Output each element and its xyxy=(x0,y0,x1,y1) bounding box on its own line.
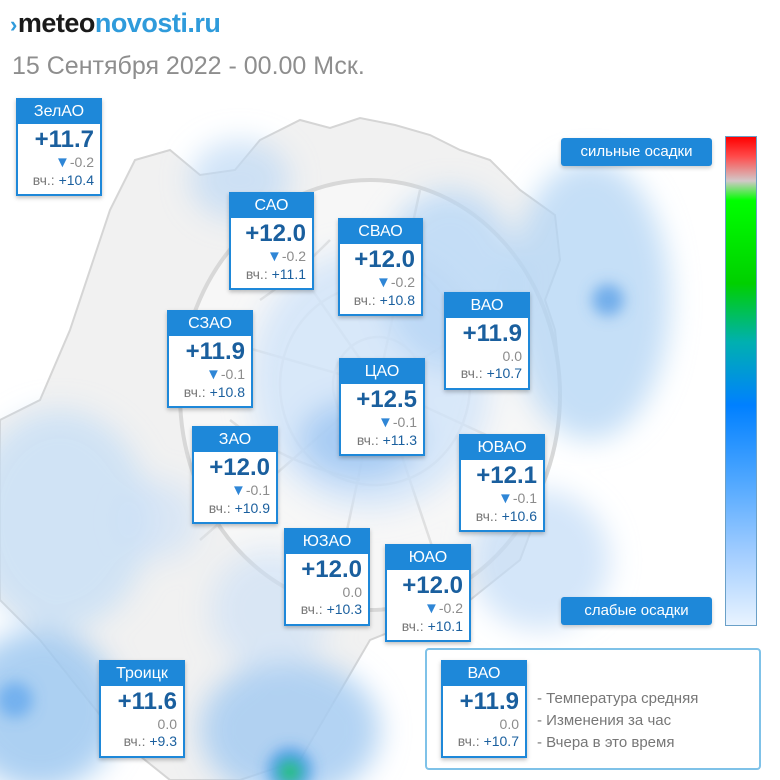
precipitation-scale-bar xyxy=(725,136,757,626)
district-card-yuzao[interactable]: ЮЗАО +12.0 0.0 вч.: +10.3 xyxy=(284,528,370,626)
yesterday-label: вч.: xyxy=(208,500,231,516)
district-yesterday: +11.1 xyxy=(271,266,306,282)
district-change: 0.0 xyxy=(502,348,522,364)
district-card-szao[interactable]: СЗАО +11.9 ▼-0.1 вч.: +10.8 xyxy=(167,310,253,408)
district-yesterday: +10.7 xyxy=(486,365,522,381)
district-card-zelao[interactable]: ЗелАО +11.7 ▼-0.2 вч.: +10.4 xyxy=(16,98,102,196)
trend-down-icon: ▼ xyxy=(206,366,221,383)
district-temp: +11.9 xyxy=(185,338,245,365)
yesterday-label: вч.: xyxy=(460,365,483,381)
district-temp: +12.5 xyxy=(356,386,417,413)
district-card-tsao[interactable]: ЦАО +12.5 ▼-0.1 вч.: +11.3 xyxy=(339,358,425,456)
district-change: -0.2 xyxy=(390,274,415,290)
strong-precipitation-label: сильные осадки xyxy=(561,138,712,166)
yesterday-label: вч.: xyxy=(457,733,480,749)
district-yesterday: +10.3 xyxy=(326,601,362,617)
district-yesterday: +10.9 xyxy=(234,500,270,516)
trend-down-icon: ▼ xyxy=(378,414,393,431)
district-card-troitsk[interactable]: Троицк +11.6 0.0 вч.: +9.3 xyxy=(99,660,185,758)
legend-sample-name: ВАО xyxy=(443,662,525,686)
district-name: СЗАО xyxy=(169,312,251,336)
district-card-svao[interactable]: СВАО +12.0 ▼-0.2 вч.: +10.8 xyxy=(338,218,423,316)
legend-sample-yesterday: +10.7 xyxy=(483,733,519,749)
district-temp: +12.1 xyxy=(476,462,537,489)
district-yesterday: +10.1 xyxy=(427,618,463,634)
trend-down-icon: ▼ xyxy=(55,154,70,171)
district-card-zao[interactable]: ЗАО +12.0 ▼-0.1 вч.: +10.9 xyxy=(192,426,278,524)
legend-item-yesterday: - Вчера в это время xyxy=(537,734,675,751)
district-name: ЮЗАО xyxy=(286,530,368,554)
logo-text-novosti: novosti.ru xyxy=(94,8,221,38)
district-temp: +12.0 xyxy=(354,246,415,273)
site-logo[interactable]: ›meteonovosti.ru xyxy=(10,8,221,39)
legend-sample-temp: +11.9 xyxy=(459,688,519,715)
trend-down-icon: ▼ xyxy=(424,600,439,617)
district-card-yuao[interactable]: ЮАО +12.0 ▼-0.2 вч.: +10.1 xyxy=(385,544,471,642)
district-name: ВАО xyxy=(446,294,528,318)
yesterday-label: вч.: xyxy=(32,172,55,188)
yesterday-label: вч.: xyxy=(475,508,498,524)
district-temp: +12.0 xyxy=(209,454,270,481)
district-card-yuvao[interactable]: ЮВАО +12.1 ▼-0.1 вч.: +10.6 xyxy=(459,434,545,532)
district-yesterday: +10.8 xyxy=(209,384,245,400)
district-change: 0.0 xyxy=(157,716,177,732)
trend-down-icon: ▼ xyxy=(267,248,282,265)
district-yesterday: +11.3 xyxy=(382,432,417,448)
district-change: -0.1 xyxy=(512,490,537,506)
district-temp: +11.9 xyxy=(462,320,522,347)
district-card-vao[interactable]: ВАО +11.9 0.0 вч.: +10.7 xyxy=(444,292,530,390)
logo-chevron-icon: › xyxy=(10,12,17,37)
yesterday-label: вч.: xyxy=(353,292,376,308)
district-change: -0.1 xyxy=(220,366,245,382)
district-yesterday: +10.8 xyxy=(379,292,415,308)
district-name: ЗелАО xyxy=(18,100,100,124)
district-temp: +12.0 xyxy=(301,556,362,583)
trend-down-icon: ▼ xyxy=(376,274,391,291)
legend-sample-card: ВАО +11.9 0.0 вч.: +10.7 xyxy=(441,660,527,758)
district-temp: +11.6 xyxy=(117,688,177,715)
yesterday-label: вч.: xyxy=(123,733,146,749)
district-temp: +12.0 xyxy=(245,220,306,247)
yesterday-label: вч.: xyxy=(300,601,323,617)
district-change: -0.2 xyxy=(281,248,306,264)
legend-item-temperature: - Температура средняя xyxy=(537,690,699,707)
district-name: ЦАО xyxy=(341,360,423,384)
trend-down-icon: ▼ xyxy=(231,482,246,499)
district-yesterday: +10.6 xyxy=(501,508,537,524)
district-name: Троицк xyxy=(101,662,183,686)
district-card-sao[interactable]: САО +12.0 ▼-0.2 вч.: +11.1 xyxy=(229,192,314,290)
yesterday-label: вч.: xyxy=(356,432,379,448)
district-temp: +12.0 xyxy=(402,572,463,599)
district-change: -0.1 xyxy=(392,414,417,430)
logo-text-meteo: meteo xyxy=(17,8,96,38)
yesterday-label: вч.: xyxy=(183,384,206,400)
district-change: -0.2 xyxy=(69,154,94,170)
legend-box: ВАО +11.9 0.0 вч.: +10.7 - Температура с… xyxy=(425,648,761,770)
weak-precipitation-label: слабые осадки xyxy=(561,597,712,625)
legend-sample-change: 0.0 xyxy=(499,716,519,732)
district-change: -0.1 xyxy=(245,482,270,498)
yesterday-label: вч.: xyxy=(245,266,268,282)
district-change: -0.2 xyxy=(438,600,463,616)
legend-item-change: - Изменения за час xyxy=(537,712,672,729)
yesterday-label: вч.: xyxy=(401,618,424,634)
district-name: ЮВАО xyxy=(461,436,543,460)
district-yesterday: +10.4 xyxy=(58,172,94,188)
trend-down-icon: ▼ xyxy=(498,490,513,507)
district-name: САО xyxy=(231,194,312,218)
page-subtitle: 15 Сентября 2022 - 00.00 Мск. xyxy=(12,52,365,80)
district-change: 0.0 xyxy=(342,584,362,600)
district-name: ЮАО xyxy=(387,546,469,570)
district-name: ЗАО xyxy=(194,428,276,452)
district-name: СВАО xyxy=(340,220,421,244)
district-temp: +11.7 xyxy=(34,126,94,153)
district-yesterday: +9.3 xyxy=(149,733,177,749)
